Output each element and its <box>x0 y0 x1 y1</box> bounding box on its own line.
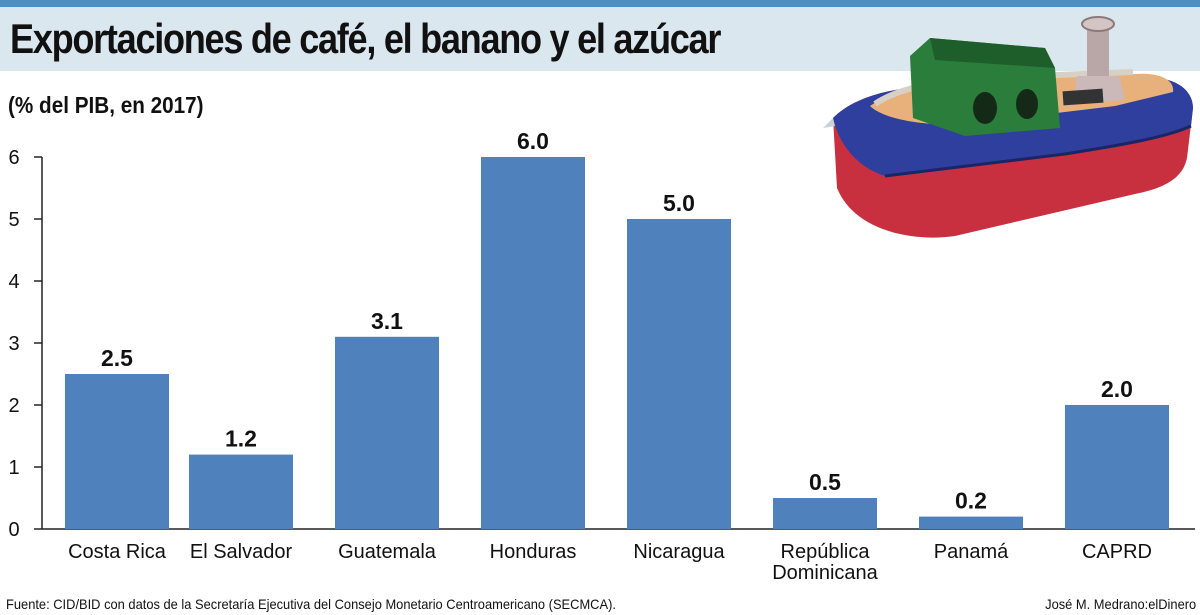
bar <box>335 336 439 529</box>
source-note: Fuente: CID/BID con datos de la Secretar… <box>6 596 616 612</box>
bar-value-label: 2.5 <box>101 345 133 371</box>
y-tick-label: 0 <box>8 519 19 541</box>
bar <box>481 157 585 529</box>
category-label: República <box>781 541 871 563</box>
bar-value-label: 5.0 <box>663 190 695 216</box>
category-label: CAPRD <box>1082 541 1152 563</box>
chart-subtitle: (% del PIB, en 2017) <box>8 92 204 118</box>
y-tick-label: 2 <box>8 395 19 417</box>
bar <box>65 374 169 529</box>
y-tick-label: 3 <box>8 333 19 355</box>
y-tick-label: 4 <box>8 271 19 293</box>
bar-value-label: 0.2 <box>955 488 987 514</box>
y-tick-label: 5 <box>8 209 19 231</box>
author-credit: José M. Medrano:elDinero <box>1044 596 1196 612</box>
category-label: Costa Rica <box>68 541 167 563</box>
bar <box>189 454 293 529</box>
category-label: El Salvador <box>190 541 293 563</box>
toy-boat-icon <box>823 16 1193 238</box>
bar-value-label: 0.5 <box>809 469 841 495</box>
bar-value-label: 3.1 <box>371 308 403 334</box>
bar <box>627 219 731 529</box>
bar-value-label: 1.2 <box>225 426 257 452</box>
category-label: Honduras <box>490 541 577 563</box>
category-label: Nicaragua <box>633 541 725 563</box>
category-label: Guatemala <box>338 541 437 563</box>
category-label: Dominicana <box>772 562 878 584</box>
category-label: Panamá <box>934 541 1009 563</box>
y-tick-label: 1 <box>8 457 19 479</box>
bar <box>773 498 877 529</box>
y-tick-label: 6 <box>8 147 19 169</box>
top-accent-bar <box>0 0 1200 7</box>
chart-title: Exportaciones de café, el banano y el az… <box>10 15 721 62</box>
bar <box>919 516 1023 529</box>
bar-value-label: 6.0 <box>517 128 549 154</box>
bar-value-label: 2.0 <box>1101 376 1133 402</box>
bar <box>1065 405 1169 529</box>
